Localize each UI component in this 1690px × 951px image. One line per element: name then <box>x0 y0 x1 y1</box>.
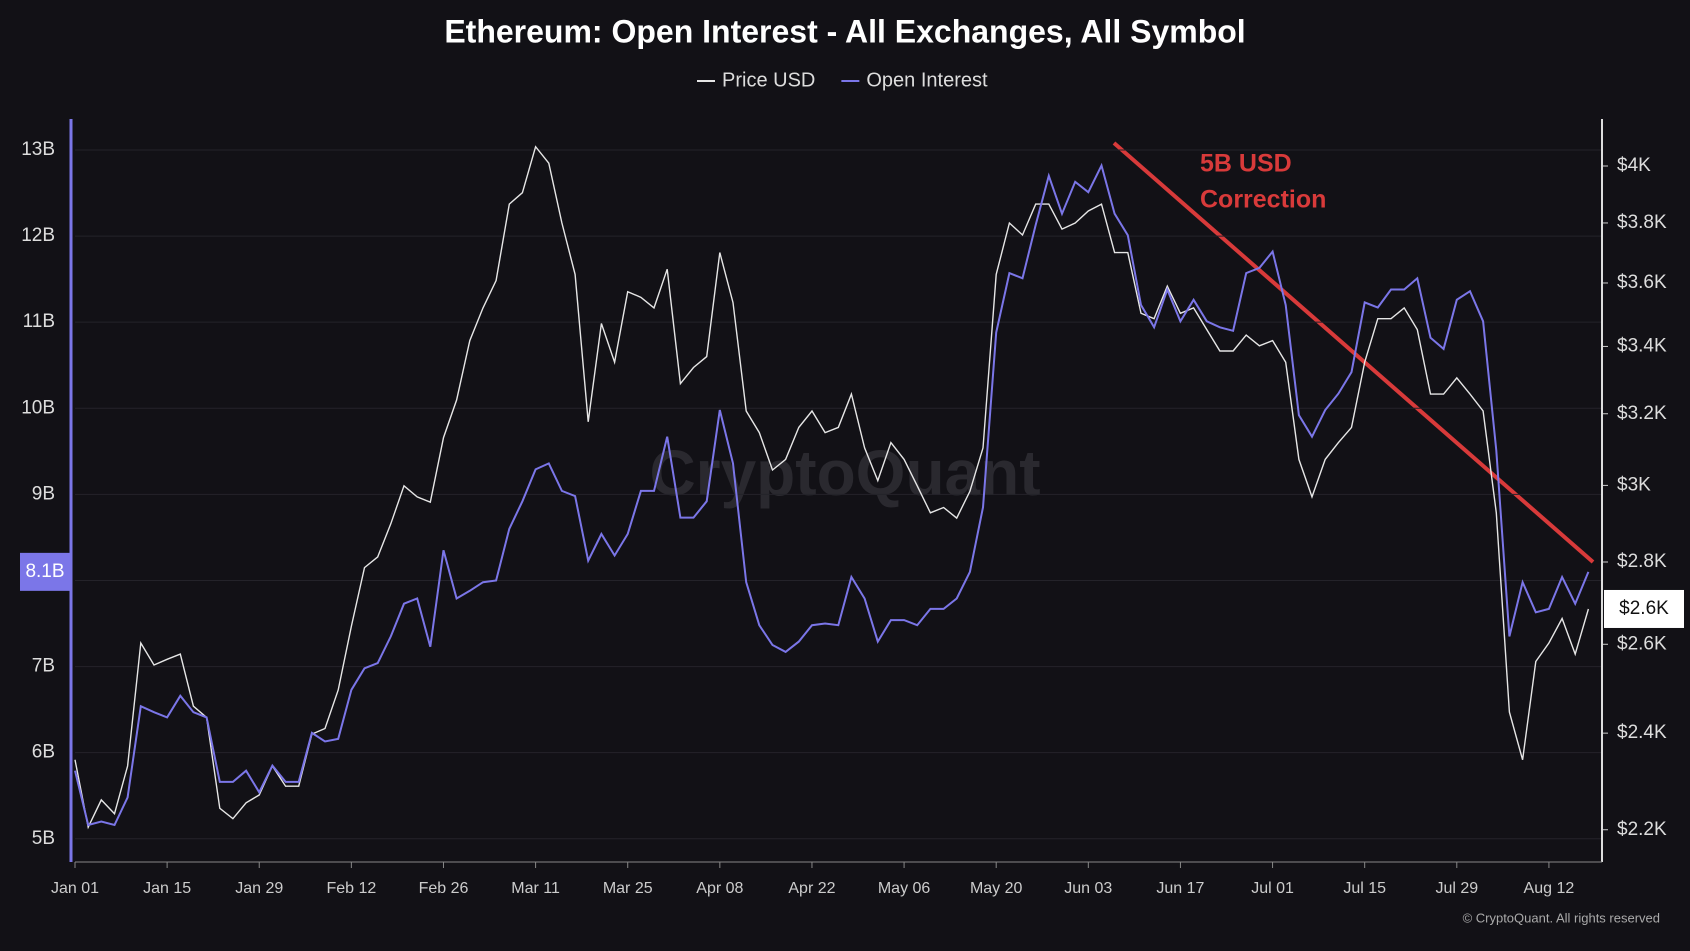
x-tick-label: Aug 12 <box>1524 880 1575 897</box>
x-tick-label: Feb 26 <box>419 880 469 897</box>
y-tick-label: 10B <box>21 397 55 418</box>
x-tick-label: Mar 25 <box>603 880 653 897</box>
x-tick-label: Apr 22 <box>788 880 835 897</box>
x-tick-label: Jan 01 <box>51 880 99 897</box>
trend-line <box>1112 141 1595 564</box>
y-tick-label: 6B <box>32 742 55 763</box>
legend-label: Open Interest <box>866 69 988 91</box>
y-tick-label: 9B <box>32 483 55 504</box>
series-line <box>74 162 1590 827</box>
legend-label: Price USD <box>722 69 815 91</box>
x-tick-label: Mar 11 <box>511 880 560 897</box>
y2-tick-label: $3K <box>1617 474 1651 495</box>
x-tick-label: Jul 15 <box>1343 880 1386 897</box>
current-value: 8.1B <box>25 561 64 582</box>
x-tick-label: May 20 <box>970 880 1023 897</box>
y2-tick-label: $3.4K <box>1617 335 1667 356</box>
x-tick-label: Jul 29 <box>1435 880 1478 897</box>
y-tick-label: 11B <box>23 311 55 332</box>
y2-tick-label: $2.8K <box>1617 551 1667 572</box>
y2-tick-label: $2.4K <box>1617 722 1667 743</box>
x-tick-label: Jan 29 <box>235 880 283 897</box>
chart-title: Ethereum: Open Interest - All Exchanges,… <box>444 13 1245 49</box>
y2-tick-label: $3.2K <box>1617 403 1667 424</box>
y2-tick-label: $2.6K <box>1617 633 1667 654</box>
y-tick-label: 7B <box>32 656 55 677</box>
series-line <box>74 145 1590 830</box>
y-tick-label: 5B <box>32 828 55 849</box>
annotation: 5B USD <box>1200 150 1292 178</box>
y-tick-label: 13B <box>21 139 55 160</box>
y2-tick-label: $4K <box>1617 155 1651 176</box>
x-tick-label: Jul 01 <box>1251 880 1294 897</box>
y2-tick-label: $3.6K <box>1617 272 1667 293</box>
x-tick-label: Jan 15 <box>143 880 191 897</box>
x-tick-label: Feb 12 <box>326 880 376 897</box>
current-value-box <box>20 552 70 591</box>
x-tick-label: Jun 03 <box>1064 880 1112 897</box>
y2-tick-label: $2.2K <box>1617 819 1667 840</box>
current-value: $2.6K <box>1619 598 1669 619</box>
x-tick-label: Jun 17 <box>1156 880 1204 897</box>
footer: © CryptoQuant. All rights reserved <box>1463 910 1660 925</box>
x-tick-label: May 06 <box>878 880 931 897</box>
annotation: Correction <box>1200 186 1326 214</box>
current-value-box <box>1604 589 1684 628</box>
y-tick-label: 12B <box>21 225 55 246</box>
y2-tick-label: $3.8K <box>1617 212 1667 233</box>
x-tick-label: Apr 08 <box>696 880 743 897</box>
